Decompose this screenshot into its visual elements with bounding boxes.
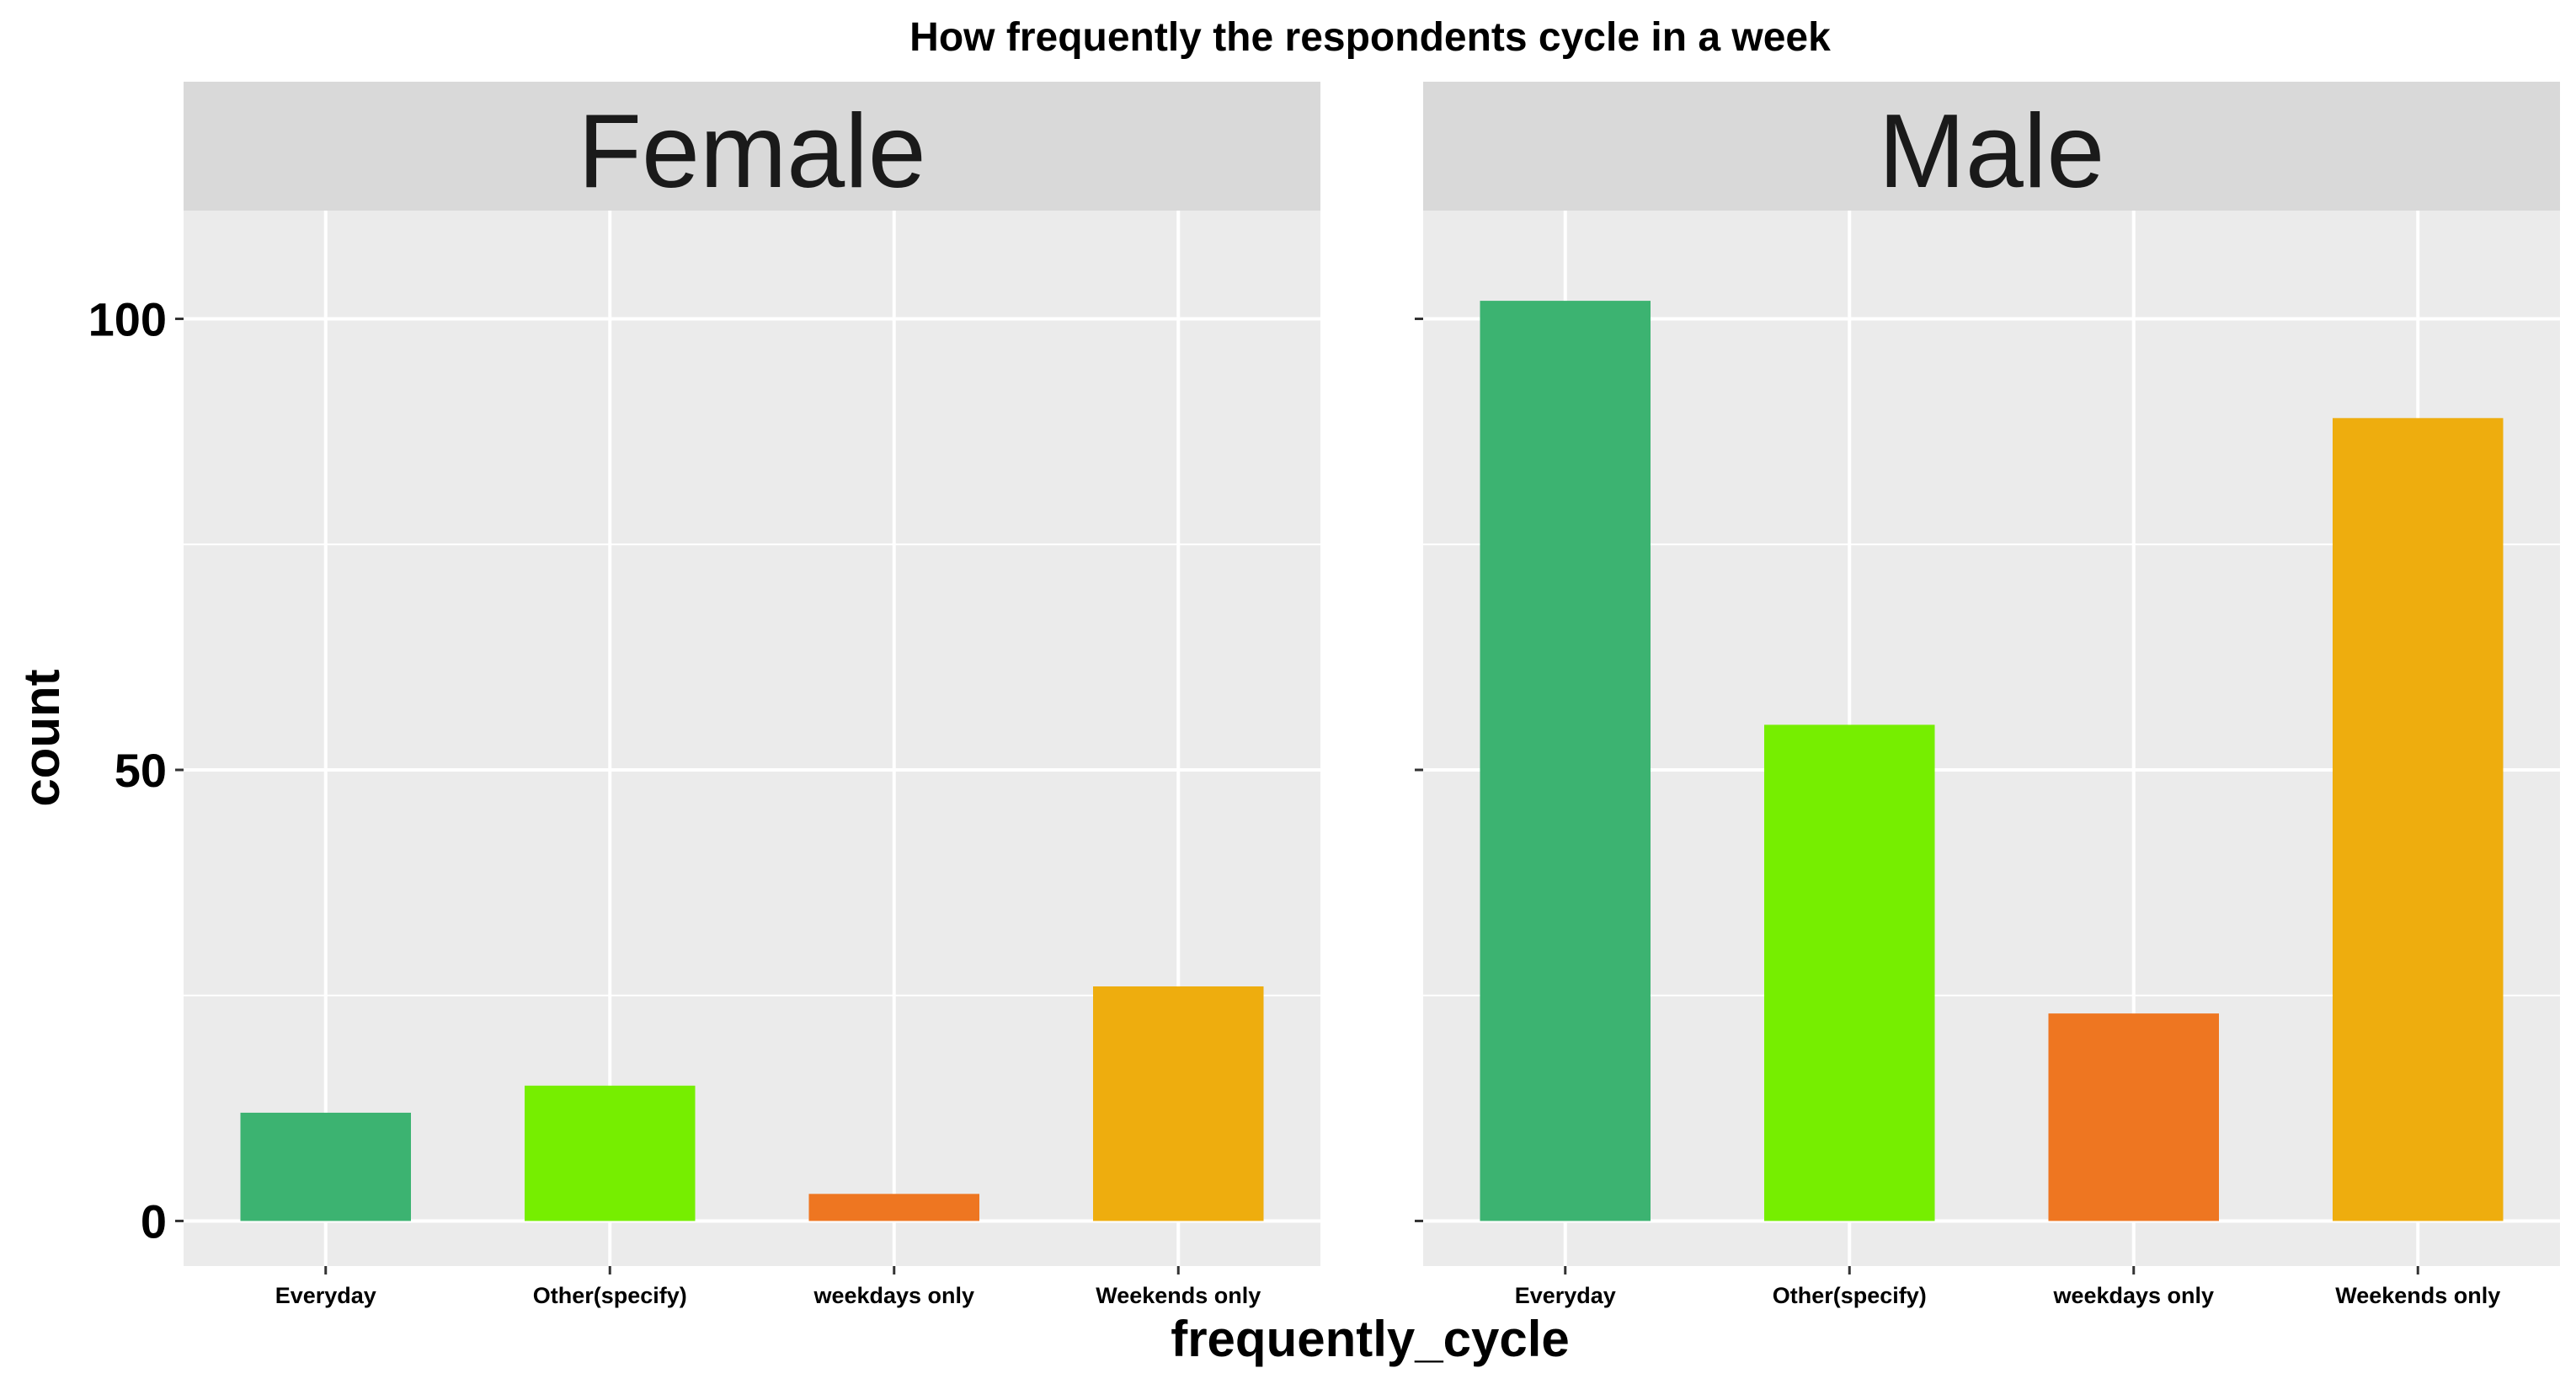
y-tick-label: 0 bbox=[141, 1194, 167, 1248]
x-tick-label: Weekends only bbox=[1096, 1283, 1261, 1308]
x-axis-title: frequently_cycle bbox=[1171, 1311, 1570, 1367]
x-tick-label: Other(specify) bbox=[533, 1283, 687, 1308]
bar bbox=[808, 1194, 979, 1221]
x-tick-label: weekdays only bbox=[813, 1283, 974, 1308]
x-tick-label: Other(specify) bbox=[1773, 1283, 1927, 1308]
facet-female: Female Everyday Other(specify) weekdays onl… bbox=[175, 82, 1320, 1308]
facet-strip-label: Male bbox=[1879, 94, 2105, 210]
x-tick-label: weekdays only bbox=[2052, 1283, 2214, 1308]
facet-strip bbox=[1423, 82, 2560, 211]
x-tick-label: Everyday bbox=[275, 1283, 376, 1308]
facet-strip bbox=[184, 82, 1320, 211]
x-tick-label: Weekends only bbox=[2335, 1283, 2500, 1308]
y-axis: 0 50 100 bbox=[88, 293, 167, 1248]
facet-panels: Female Everyday Other(specify) weekdays onl… bbox=[175, 82, 2560, 1308]
bar bbox=[525, 1085, 696, 1221]
y-tick-label: 100 bbox=[88, 293, 167, 346]
bar bbox=[2333, 418, 2504, 1221]
bar bbox=[240, 1112, 411, 1221]
bar bbox=[2048, 1013, 2219, 1221]
chart-title: How frequently the respondents cycle in … bbox=[909, 15, 1831, 60]
bar bbox=[1480, 301, 1651, 1221]
bar bbox=[1764, 724, 1935, 1221]
y-axis-title: count bbox=[13, 669, 70, 806]
bar bbox=[1093, 986, 1264, 1221]
facet-male: Male Everyday Other(specify) weekdays only W… bbox=[1415, 82, 2560, 1308]
y-tick-label: 50 bbox=[115, 744, 167, 797]
facet-strip-label: Female bbox=[578, 94, 925, 210]
x-tick-label: Everyday bbox=[1515, 1283, 1616, 1308]
